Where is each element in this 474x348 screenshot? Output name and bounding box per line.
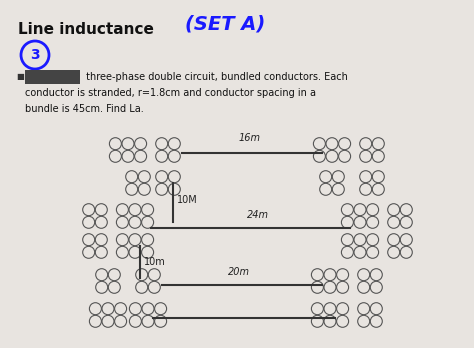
- Text: Line inductance: Line inductance: [18, 22, 154, 37]
- Text: ■: ■: [16, 72, 24, 81]
- Bar: [25, 70, 80, 84]
- Text: 10M: 10M: [177, 195, 198, 205]
- Text: 24m: 24m: [246, 210, 268, 220]
- Text: three-phase double circuit, bundled conductors. Each: three-phase double circuit, bundled cond…: [83, 72, 348, 82]
- Text: conductor is stranded, r=1.8cm and conductor spacing in a: conductor is stranded, r=1.8cm and condu…: [25, 88, 316, 98]
- Text: 3: 3: [30, 48, 40, 62]
- Text: 20m: 20m: [228, 267, 250, 277]
- Text: 16m: 16m: [239, 133, 261, 143]
- Text: 10m: 10m: [144, 257, 166, 267]
- Text: (SET A): (SET A): [185, 14, 265, 33]
- Text: bundle is 45cm. Find La.: bundle is 45cm. Find La.: [25, 104, 144, 114]
